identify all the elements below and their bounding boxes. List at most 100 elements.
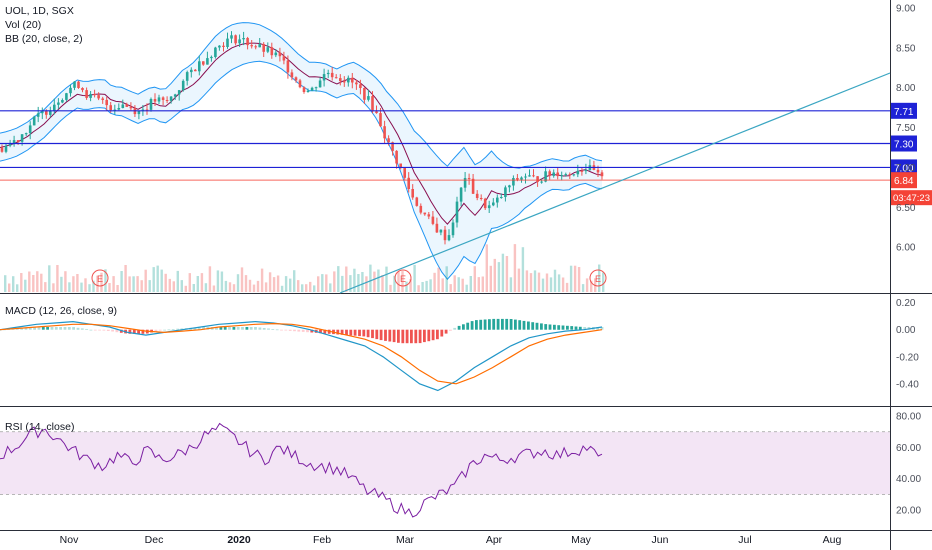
macd-histogram-bar (557, 325, 561, 330)
volume-bar (84, 278, 87, 292)
candle-body (355, 82, 358, 85)
macd-label[interactable]: MACD (12, 26, close, 9) (5, 305, 118, 317)
volume-bar (445, 266, 448, 292)
macd-histogram-bar (232, 327, 236, 330)
symbol-label[interactable]: UOL, 1D, SGX (5, 5, 74, 17)
candle-body (339, 78, 342, 82)
macd-histogram-bar (414, 329, 418, 344)
candle-body (564, 174, 568, 176)
price-tick-label: 7.00 (896, 163, 916, 174)
volume-bar (569, 265, 573, 292)
volume-bar (437, 267, 440, 292)
candle-body (210, 56, 213, 59)
macd-histogram-bar (340, 329, 344, 335)
candle-body (334, 77, 338, 79)
candle-body (427, 214, 431, 217)
candle-body (181, 80, 185, 91)
volume-bar (44, 282, 47, 292)
candle-body (149, 99, 153, 110)
macd-tick-label: 0.00 (896, 325, 916, 336)
price-legend: UOL, 1D, SGX Vol (20) BB (20, close, 2) (5, 4, 83, 46)
volume-bar (132, 276, 135, 292)
volume-bar (8, 283, 11, 292)
volume-label[interactable]: Vol (20) (5, 19, 42, 31)
volume-bar (373, 271, 376, 292)
candle-body (298, 80, 302, 88)
macd-histogram-bar (596, 327, 600, 330)
volume-bar (602, 272, 605, 292)
bb-upper-band (0, 22, 603, 169)
macd-histogram-bar (423, 329, 426, 343)
volume-bar (200, 273, 204, 292)
volume-bar (429, 279, 432, 292)
macd-tick-label: -0.40 (896, 379, 919, 390)
volume-bar (581, 284, 585, 292)
macd-histogram-bar (457, 325, 461, 330)
macd-histogram-bar (63, 327, 67, 330)
macd-histogram-bar (323, 329, 327, 334)
volume-bar (108, 283, 111, 292)
candle-body (306, 90, 310, 92)
hline-price-label: 7.00 (894, 163, 914, 174)
candle-body (77, 81, 80, 88)
candle-body (250, 45, 253, 47)
volume-bar (124, 265, 127, 292)
candle-body (403, 168, 406, 178)
macd-histogram-bar (132, 329, 136, 334)
candle-body (552, 172, 555, 176)
candle-body (310, 87, 314, 91)
candle-body (330, 72, 334, 78)
hline-price-label: 7.71 (894, 107, 914, 118)
volume-bar (465, 284, 468, 292)
candle-body (326, 72, 330, 75)
macd-histogram-bar (93, 329, 97, 331)
x-axis-label: Mar (396, 534, 415, 546)
candle-body (483, 198, 487, 209)
candle-body (556, 172, 559, 177)
macd-histogram-bar (41, 327, 45, 330)
volume-bar (176, 270, 179, 292)
candle-body (73, 81, 76, 88)
candle-body (49, 110, 52, 115)
volume-bar (401, 271, 404, 292)
candle-body (4, 145, 8, 152)
macd-histogram-bar (80, 328, 84, 330)
candle-body (290, 72, 294, 78)
candle-body (568, 174, 572, 176)
macd-histogram-bar (578, 326, 582, 330)
volume-bar (156, 265, 159, 292)
candle-body (467, 178, 471, 179)
x-axis-label: Nov (60, 534, 79, 546)
macd-histogram-bar (522, 320, 526, 330)
bb-label[interactable]: BB (20, close, 2) (5, 33, 83, 45)
candle-body (443, 229, 447, 241)
macd-histogram-bar (518, 320, 522, 330)
candle-body (20, 134, 24, 142)
macd-histogram-bar (89, 329, 93, 331)
volume-bar (357, 274, 360, 292)
macd-histogram-bar (388, 329, 392, 342)
volume-bar (88, 284, 91, 292)
macd-histogram-bar (535, 322, 539, 330)
macd-histogram-bar (301, 329, 305, 332)
macd-histogram-bar (20, 328, 24, 330)
macd-histogram-bar (449, 329, 452, 331)
volume-bar (349, 275, 352, 292)
candle-body (274, 52, 278, 56)
rsi-label[interactable]: RSI (14, close) (5, 421, 75, 433)
macd-histogram-bar (375, 329, 379, 340)
macd-histogram-bar (128, 329, 132, 334)
macd-histogram-bar (345, 329, 348, 336)
candle-body (157, 97, 161, 102)
volume-bar (309, 281, 312, 292)
macd-histogram-bar (180, 328, 184, 330)
volume-bar (365, 276, 368, 292)
volume-bar (36, 271, 39, 292)
volume-bar (345, 266, 348, 292)
volume-bar (417, 285, 420, 292)
volume-bar (545, 273, 549, 292)
price-tick-label: 6.00 (896, 243, 916, 254)
macd-histogram-bar (236, 327, 240, 330)
candle-body (375, 111, 378, 114)
